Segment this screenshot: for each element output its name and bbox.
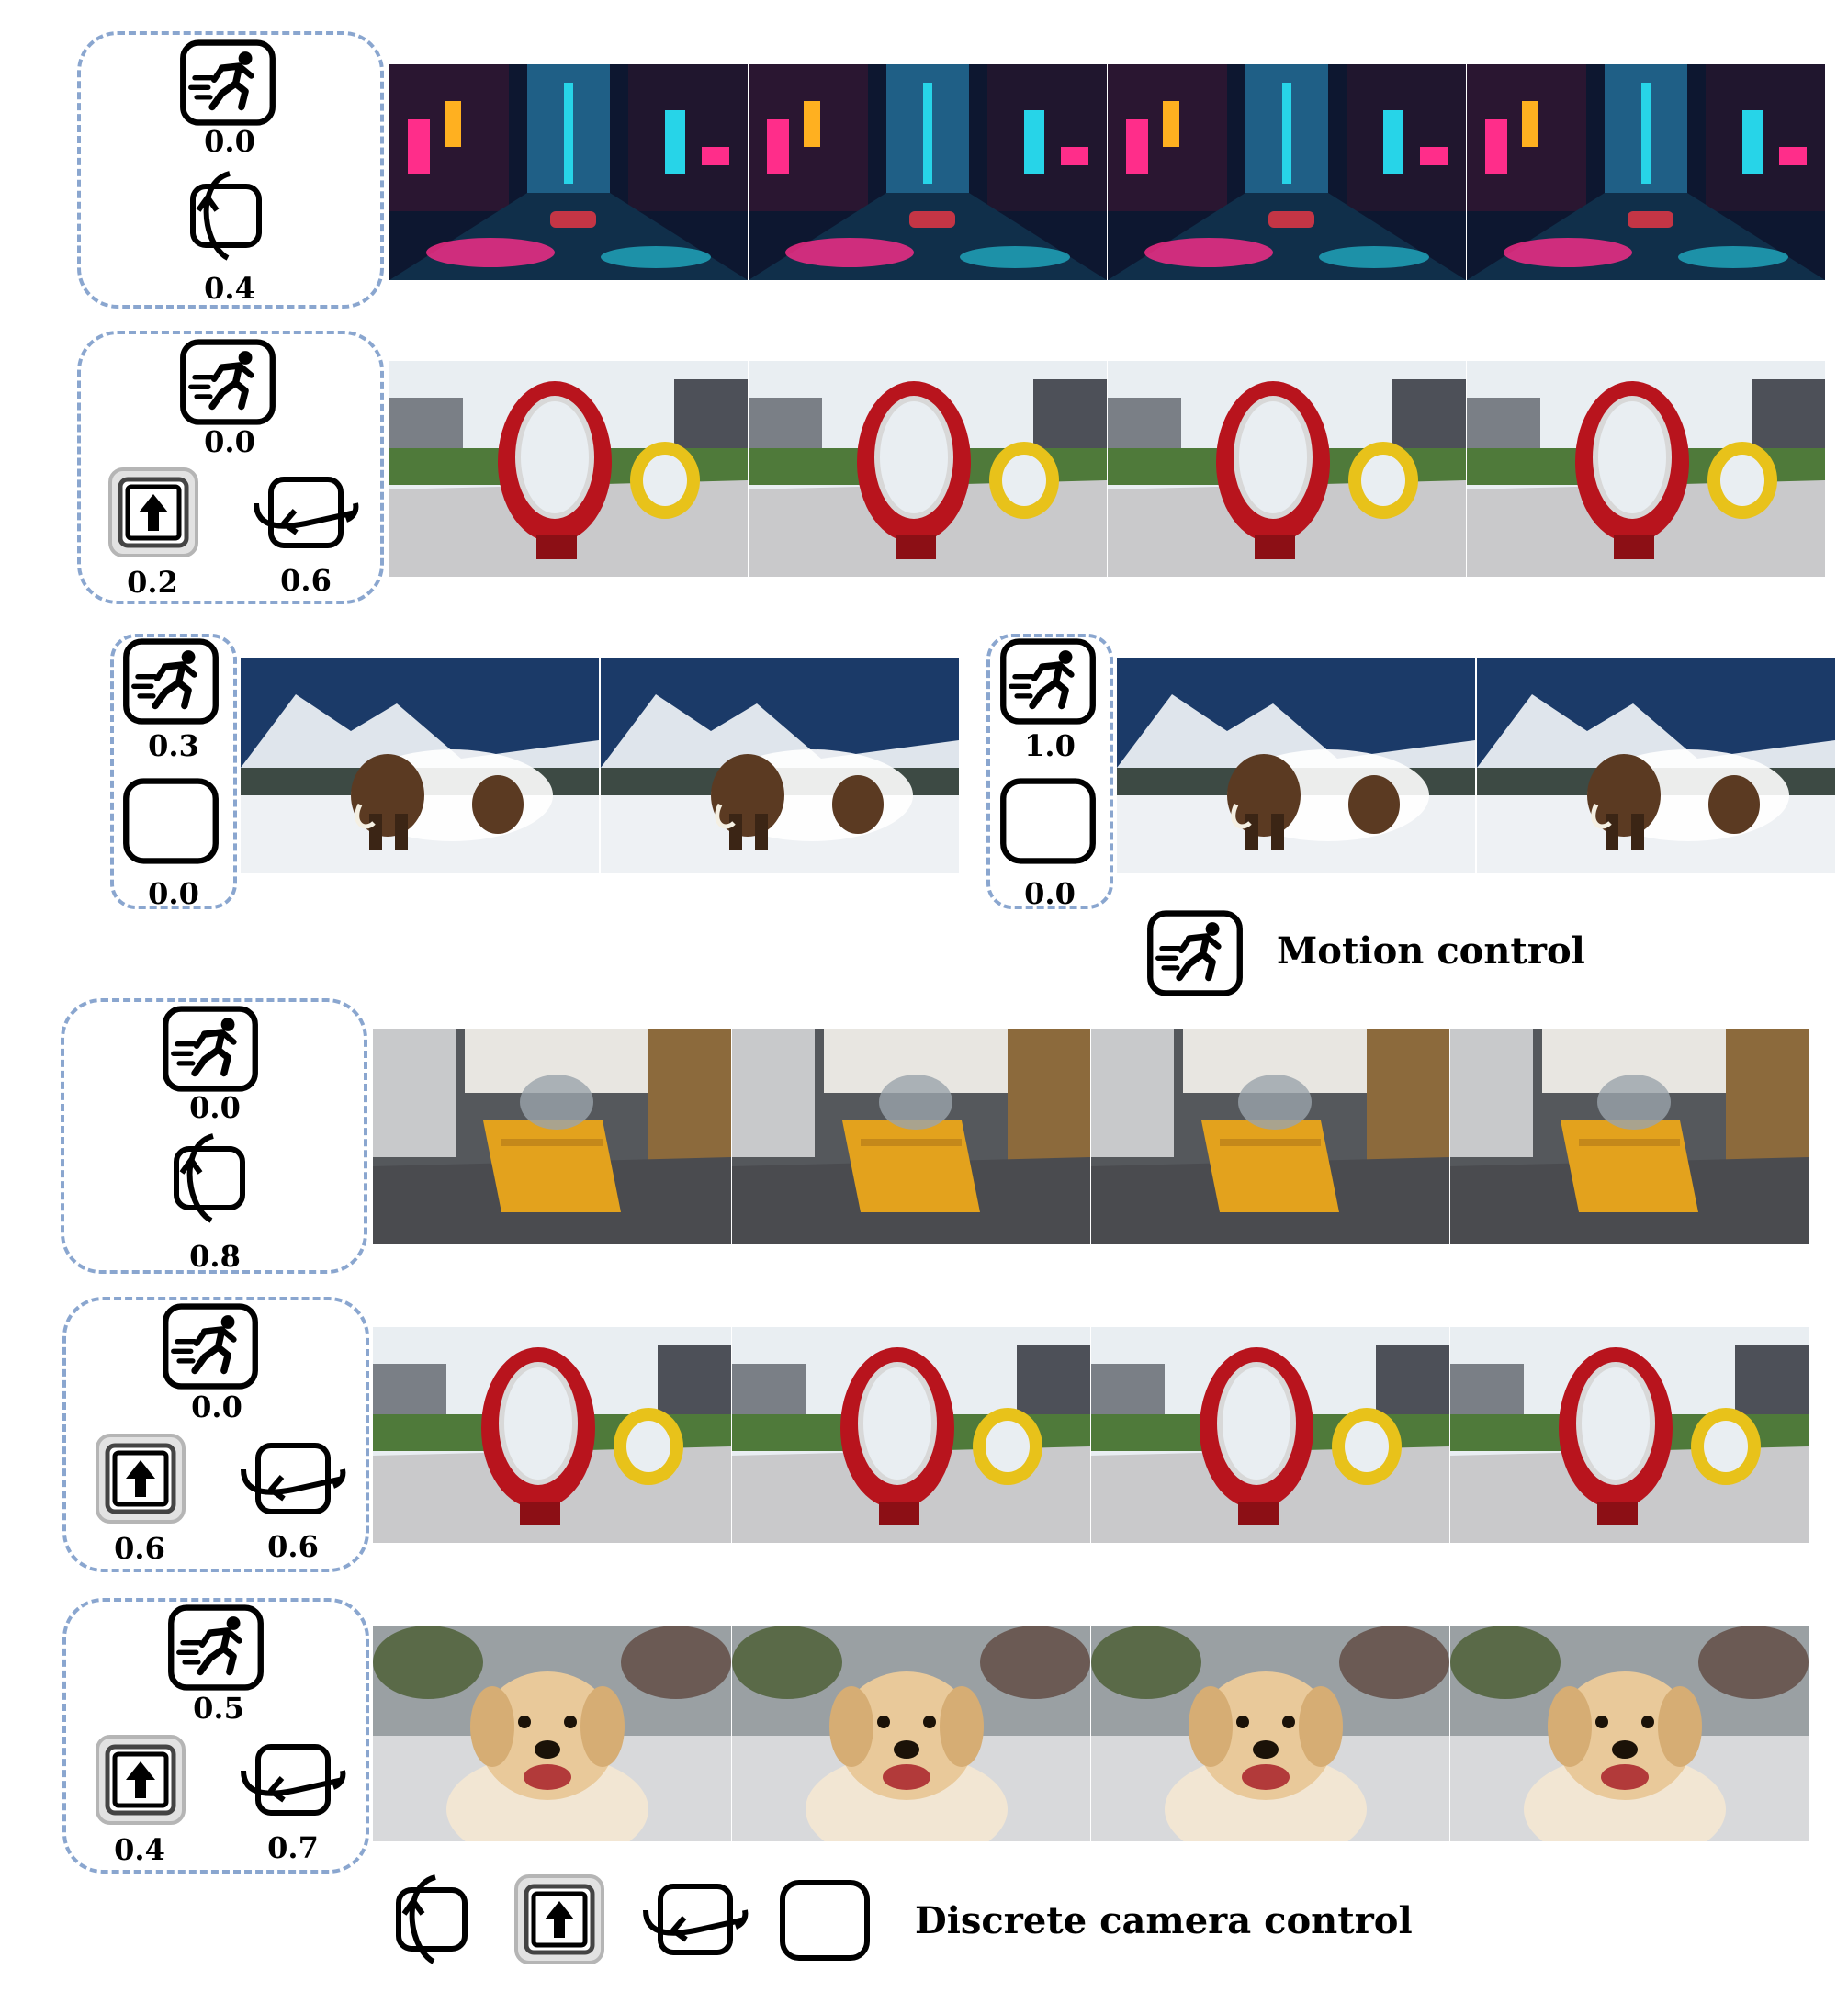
- video-frame: [1117, 658, 1475, 873]
- video-frame: [1450, 1029, 1809, 1244]
- video-frame: [1450, 1626, 1809, 1841]
- video-frame: [1091, 1327, 1449, 1543]
- video-frame: [373, 1626, 731, 1841]
- orbit-icon: [180, 170, 272, 262]
- motion-value: 0.3: [148, 728, 199, 763]
- zoom-forward-icon: [509, 1874, 610, 1965]
- video-frame: [1467, 64, 1825, 280]
- orbit-icon: [386, 1874, 478, 1965]
- control-panel-row3-right: [986, 634, 1113, 909]
- motion-value: 0.0: [204, 424, 255, 459]
- video-frame: [601, 658, 959, 873]
- video-frame: [1108, 64, 1466, 280]
- motion-value: 1.0: [1024, 728, 1076, 763]
- video-frame: [1450, 1327, 1809, 1543]
- motion-value: 0.0: [191, 1390, 242, 1424]
- video-frame: [1477, 658, 1835, 873]
- pan-left-icon: [636, 1874, 755, 1965]
- static-box-icon: [779, 1879, 871, 1962]
- static-box-icon: [122, 777, 220, 865]
- static-value: 0.0: [148, 876, 199, 911]
- video-frame: [749, 361, 1107, 577]
- orbit-value: 0.8: [189, 1239, 241, 1274]
- orbit-icon: [163, 1132, 255, 1224]
- pan-left-icon: [246, 467, 366, 558]
- control-panel-row4: [61, 998, 367, 1274]
- motion-control-label: Motion control: [1277, 929, 1585, 973]
- discrete-camera-control-label: Discrete camera control: [915, 1899, 1413, 1942]
- pan-value: 0.6: [267, 1529, 319, 1564]
- zoom-value: 0.4: [114, 1832, 165, 1867]
- zoom-forward-icon: [103, 467, 204, 558]
- motion-value: 0.0: [204, 124, 255, 159]
- running-person-icon: [999, 637, 1097, 726]
- video-frame: [241, 658, 599, 873]
- control-panel-row6: [62, 1598, 369, 1874]
- video-frame: [373, 1029, 731, 1244]
- video-frame: [749, 64, 1107, 280]
- zoom-value: 0.6: [114, 1531, 165, 1566]
- control-panel-row1: [77, 31, 384, 309]
- control-panel-row5: [62, 1297, 369, 1572]
- zoom-forward-icon: [90, 1734, 191, 1826]
- running-person-icon: [179, 39, 276, 127]
- running-person-icon: [162, 1005, 259, 1093]
- video-frame: [1091, 1626, 1449, 1841]
- video-frame: [1091, 1029, 1449, 1244]
- control-panel-row3-left: [110, 634, 237, 909]
- video-frame: [389, 64, 748, 280]
- video-frame: [1467, 361, 1825, 577]
- pan-left-icon: [233, 1433, 353, 1525]
- pan-value: 0.7: [267, 1830, 319, 1865]
- video-frame: [389, 361, 748, 577]
- pan-left-icon: [233, 1734, 353, 1826]
- running-person-icon: [162, 1302, 259, 1390]
- video-frame: [732, 1029, 1090, 1244]
- control-panel-row2: [77, 331, 384, 604]
- static-box-icon: [999, 777, 1097, 865]
- video-frame: [732, 1327, 1090, 1543]
- motion-value: 0.0: [189, 1090, 241, 1125]
- zoom-value: 0.2: [127, 565, 178, 600]
- running-person-icon: [167, 1604, 265, 1692]
- running-person-icon: [1146, 909, 1244, 997]
- video-frame: [732, 1626, 1090, 1841]
- running-person-icon: [179, 338, 276, 426]
- static-value: 0.0: [1024, 876, 1076, 911]
- orbit-value: 0.4: [204, 271, 255, 306]
- video-frame: [373, 1327, 731, 1543]
- pan-value: 0.6: [280, 563, 332, 598]
- zoom-forward-icon: [90, 1433, 191, 1525]
- running-person-icon: [122, 637, 220, 726]
- motion-value: 0.5: [193, 1691, 244, 1726]
- video-frame: [1108, 361, 1466, 577]
